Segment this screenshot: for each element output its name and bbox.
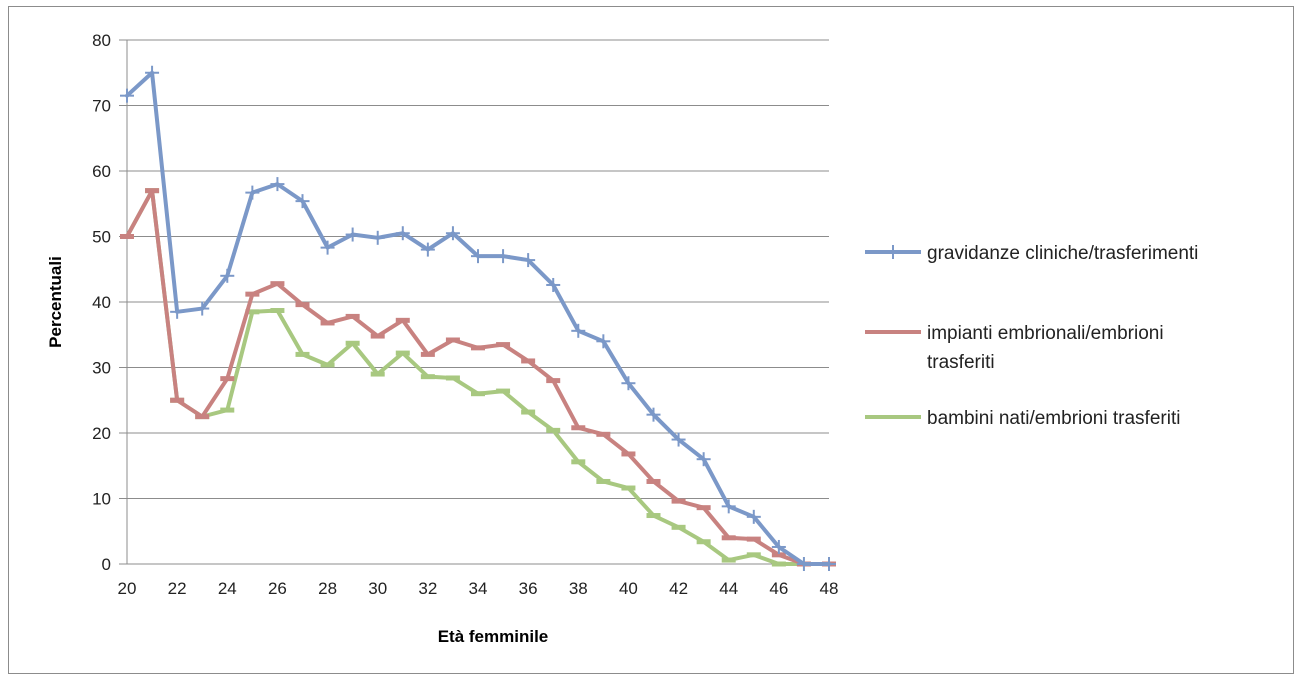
data-point [596, 334, 611, 349]
data-point [471, 249, 485, 264]
data-point [245, 185, 260, 200]
data-point [220, 268, 235, 283]
data-point [796, 557, 811, 571]
y-tick-label: 80 [92, 31, 111, 50]
x-tick-label: 26 [268, 579, 287, 598]
data-point [621, 376, 636, 391]
x-axis-title: Età femminile [438, 627, 549, 646]
data-point [746, 509, 761, 524]
series-lines [120, 65, 836, 571]
x-tick-label: 42 [669, 579, 688, 598]
data-point [822, 557, 836, 571]
data-point [696, 452, 711, 467]
x-tick-label: 22 [168, 579, 187, 598]
data-point [521, 253, 536, 268]
data-point [571, 323, 586, 338]
series-0 [120, 65, 836, 571]
data-point [295, 194, 310, 209]
x-tick-label: 32 [418, 579, 437, 598]
x-tick-label: 46 [769, 579, 788, 598]
data-point [445, 226, 460, 241]
y-tick-label: 20 [92, 424, 111, 443]
x-tick-label: 36 [519, 579, 538, 598]
x-tick-label: 30 [368, 579, 387, 598]
data-point [771, 539, 786, 554]
y-tick-label: 70 [92, 97, 111, 116]
data-point [420, 242, 435, 257]
legend-item: gravidanze cliniche/trasferimenti [865, 243, 1198, 264]
data-point [120, 88, 134, 103]
legend: gravidanze cliniche/trasferimenti impiant… [865, 243, 1198, 429]
x-tick-label: 20 [118, 579, 137, 598]
y-tick-labels: 0 10 20 30 40 50 60 70 80 [92, 31, 111, 574]
x-tick-label: 40 [619, 579, 638, 598]
y-axis-title: Percentuali [46, 256, 65, 348]
data-point [646, 407, 661, 422]
legend-label: impianti embrionali/embrioni trasferiti [927, 323, 1164, 373]
x-tick-label: 44 [719, 579, 738, 598]
data-point [671, 432, 686, 447]
data-point [195, 301, 210, 316]
y-tick-label: 30 [92, 359, 111, 378]
x-tick-label: 34 [469, 579, 488, 598]
y-tick-label: 40 [92, 293, 111, 312]
chart-area: 20 22 24 26 28 30 32 34 36 38 40 42 44 46 48 0 10 20 30 40… [8, 6, 1294, 674]
y-tick-label: 60 [92, 162, 111, 181]
x-tick-labels: 20 22 24 26 28 30 32 34 36 38 40 42 44 46 48 [118, 579, 839, 598]
data-point [395, 226, 410, 241]
data-point [345, 227, 360, 242]
x-tick-label: 28 [318, 579, 337, 598]
data-point [546, 277, 561, 292]
legend-label: bambini nati/embrioni trasferiti [927, 408, 1180, 429]
data-point [270, 177, 285, 192]
x-tick-label: 38 [569, 579, 588, 598]
legend-label: gravidanze cliniche/trasferimenti [927, 243, 1198, 264]
legend-item: impianti embrionali/embrioni trasferiti [865, 323, 1164, 373]
data-point [370, 230, 385, 245]
data-point [170, 304, 185, 319]
gridlines [119, 39, 829, 565]
data-point [320, 240, 335, 255]
legend-label-line: impianti embrionali/embrioni [927, 323, 1164, 344]
series-line [125, 70, 831, 566]
y-tick-label: 0 [102, 555, 111, 574]
data-point [496, 249, 511, 264]
line-chart: 20 22 24 26 28 30 32 34 36 38 40 42 44 46 48 0 10 20 30 40… [46, 31, 1198, 646]
data-point [145, 65, 160, 80]
data-point [721, 499, 736, 514]
y-tick-label: 50 [92, 228, 111, 247]
y-tick-label: 10 [92, 490, 111, 509]
legend-item: bambini nati/embrioni trasferiti [865, 408, 1180, 429]
legend-label-line: trasferiti [927, 352, 995, 373]
x-tick-label: 48 [820, 579, 839, 598]
x-tick-label: 24 [218, 579, 237, 598]
